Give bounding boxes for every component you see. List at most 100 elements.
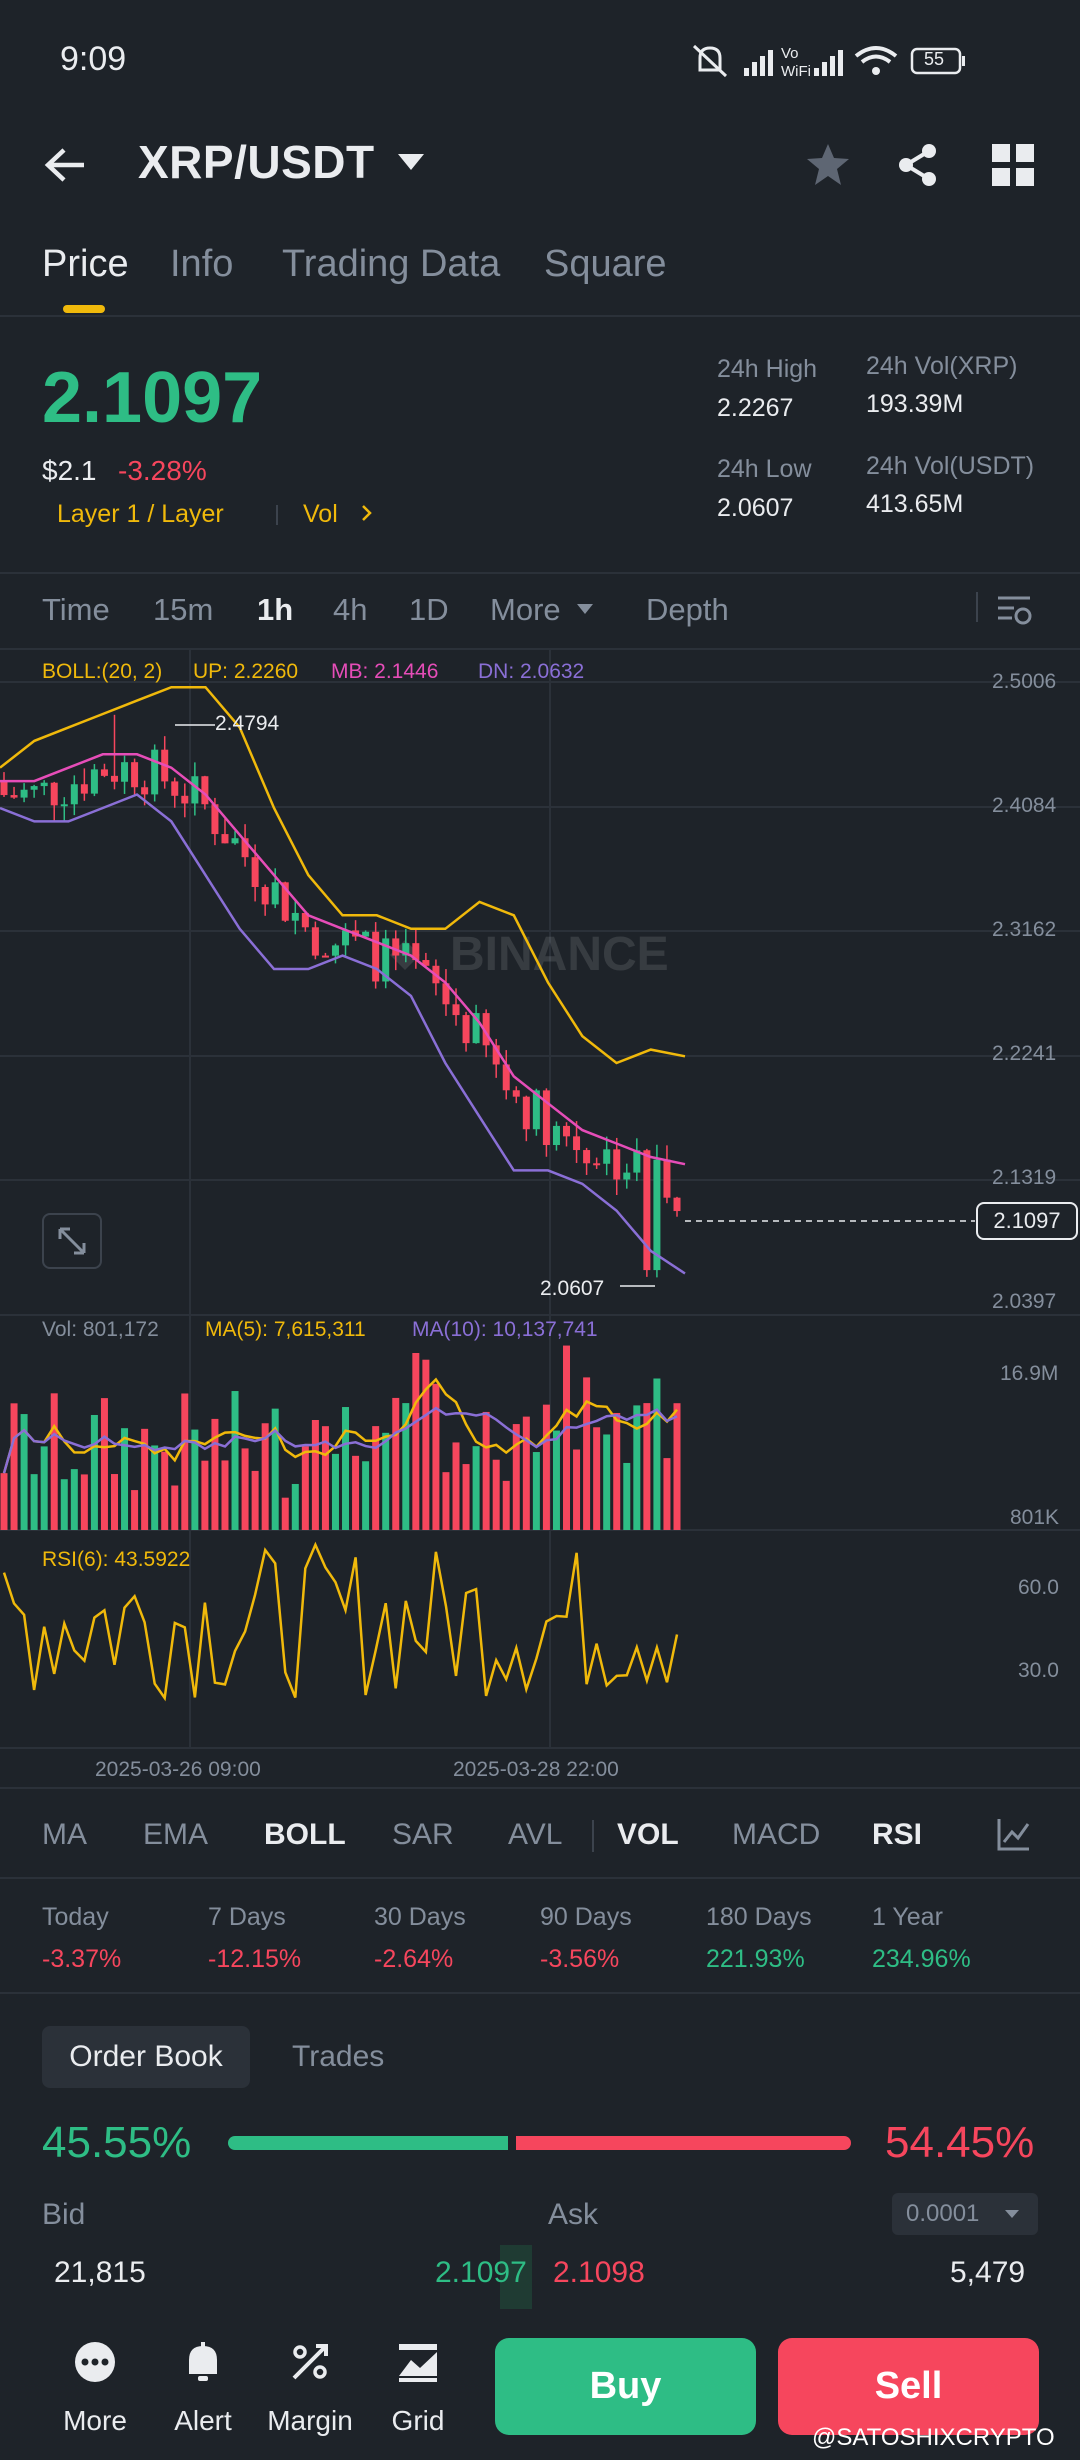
indicator-rsi[interactable]: RSI xyxy=(872,1818,923,1851)
interval-15m[interactable]: 15m xyxy=(153,592,214,627)
precision-select[interactable]: 0.0001 xyxy=(892,2193,1038,2235)
favorite-button[interactable] xyxy=(803,140,853,195)
ask-price[interactable]: 2.1098 xyxy=(553,2256,645,2289)
divider xyxy=(0,648,1080,650)
candle xyxy=(472,1013,480,1044)
boll-down-line xyxy=(0,793,686,1275)
ask-quantity[interactable]: 5,479 xyxy=(950,2256,1026,2289)
ask-label: Ask xyxy=(548,2198,599,2231)
perf-value: -2.64% xyxy=(374,1945,454,1973)
vol-label: Vol: 801,172 xyxy=(42,1318,159,1341)
share-icon xyxy=(899,144,936,186)
candle xyxy=(291,912,299,921)
volume-bar xyxy=(613,1412,621,1530)
volume-bar xyxy=(422,1359,430,1530)
candle xyxy=(452,1004,460,1016)
status-time: 9:09 xyxy=(60,40,127,78)
vol-ma10-line xyxy=(2,1406,678,1474)
price-chart[interactable]: BINANCE xyxy=(0,650,1080,1785)
indicator-ma[interactable]: MA xyxy=(42,1818,87,1851)
interval-1h[interactable]: 1h xyxy=(257,592,294,627)
interval-4h[interactable]: 4h xyxy=(333,592,368,627)
candle xyxy=(231,838,239,844)
interval-1d[interactable]: 1D xyxy=(409,592,449,627)
volume-bar xyxy=(251,1470,259,1530)
candle xyxy=(502,1064,510,1091)
bid-price[interactable]: 2.1097 xyxy=(435,2256,527,2289)
interval-time[interactable]: Time xyxy=(42,592,110,627)
volume-bar xyxy=(161,1451,169,1530)
pair-title[interactable]: XRP/USDT xyxy=(138,136,375,188)
margin-icon xyxy=(292,2344,328,2380)
candle xyxy=(593,1163,601,1166)
boll-mb-value: MB: 2.1446 xyxy=(331,660,439,683)
watermark-handle: @SATOSHIXCRYPTO xyxy=(812,2424,1055,2451)
tab-price[interactable]: Price xyxy=(42,243,129,285)
candle xyxy=(181,795,189,804)
chevron-right-icon[interactable] xyxy=(360,503,374,528)
pair-dropdown-icon[interactable] xyxy=(396,152,426,177)
boll-label: BOLL:(20, 2) xyxy=(42,660,163,683)
indicator-sar[interactable]: SAR xyxy=(392,1818,454,1851)
buy-button[interactable]: Buy xyxy=(495,2338,756,2435)
divider xyxy=(0,1992,1080,1994)
candle xyxy=(311,927,319,956)
volume-bar xyxy=(201,1460,209,1530)
volume-bar xyxy=(532,1452,540,1530)
indicator-avl[interactable]: AVL xyxy=(508,1818,563,1851)
nav-alert-label: Alert xyxy=(174,2405,232,2436)
precision-value: 0.0001 xyxy=(906,2200,980,2227)
last-price: 2.1097 xyxy=(42,358,263,438)
interval-depth[interactable]: Depth xyxy=(646,592,729,627)
indicator-macd[interactable]: MACD xyxy=(732,1818,821,1851)
chevron-down-icon[interactable] xyxy=(576,602,594,620)
volume-bar xyxy=(271,1408,279,1530)
nav-alert[interactable]: Alert xyxy=(158,2340,248,2437)
chart-settings-button[interactable] xyxy=(996,592,1032,633)
tab-order-book[interactable]: Order Book xyxy=(42,2026,250,2088)
candle xyxy=(241,838,249,858)
back-button[interactable] xyxy=(40,140,90,190)
grid-icon xyxy=(992,144,1034,186)
nav-grid[interactable]: Grid xyxy=(373,2340,463,2437)
indicator-vol[interactable]: VOL xyxy=(617,1818,679,1851)
nav-margin[interactable]: Margin xyxy=(265,2340,355,2437)
candle xyxy=(201,776,209,805)
tab-trading-data[interactable]: Trading Data xyxy=(282,243,501,285)
stat-vol-base: 193.39M xyxy=(866,390,964,418)
share-button[interactable] xyxy=(893,140,943,195)
tag-separator xyxy=(276,505,278,525)
indicator-ema[interactable]: EMA xyxy=(143,1818,209,1851)
indicator-settings-button[interactable] xyxy=(996,1816,1032,1857)
candle xyxy=(573,1136,581,1151)
perf-label: 1 Year xyxy=(872,1903,943,1931)
tab-trades[interactable]: Trades xyxy=(292,2040,385,2073)
rsi-label: RSI(6): 43.5922 xyxy=(42,1548,191,1571)
status-indicators-icon: Vo WiFi xyxy=(692,44,965,80)
stat-vol-quote: 413.65M xyxy=(866,490,964,518)
volume-bar xyxy=(131,1490,139,1530)
candle xyxy=(191,776,199,804)
candle xyxy=(301,912,309,928)
interval-more[interactable]: More xyxy=(490,592,561,627)
vol-tag[interactable]: Vol xyxy=(303,500,338,528)
volume-bar xyxy=(30,1474,38,1530)
price-change-pct: -3.28% xyxy=(118,455,207,486)
candle xyxy=(462,1015,470,1044)
tab-square[interactable]: Square xyxy=(544,243,667,285)
rsi-axis-label: 60.0 xyxy=(1018,1576,1059,1599)
perf-value: -3.56% xyxy=(540,1945,620,1973)
volume-bar xyxy=(502,1480,510,1530)
bid-quantity[interactable]: 21,815 xyxy=(54,2256,146,2289)
sell-button[interactable]: Sell xyxy=(778,2338,1039,2435)
fullscreen-button[interactable] xyxy=(42,1213,102,1269)
category-tag[interactable]: Layer 1 / Layer xyxy=(57,500,224,528)
volume-bar xyxy=(141,1428,149,1530)
tab-info[interactable]: Info xyxy=(170,243,234,285)
grid-view-button[interactable] xyxy=(990,142,1036,193)
indicator-boll[interactable]: BOLL xyxy=(264,1818,346,1851)
candle xyxy=(482,1013,490,1046)
nav-more[interactable]: More xyxy=(50,2340,140,2437)
stat-high: 2.2267 xyxy=(717,394,794,422)
candle xyxy=(281,882,289,921)
